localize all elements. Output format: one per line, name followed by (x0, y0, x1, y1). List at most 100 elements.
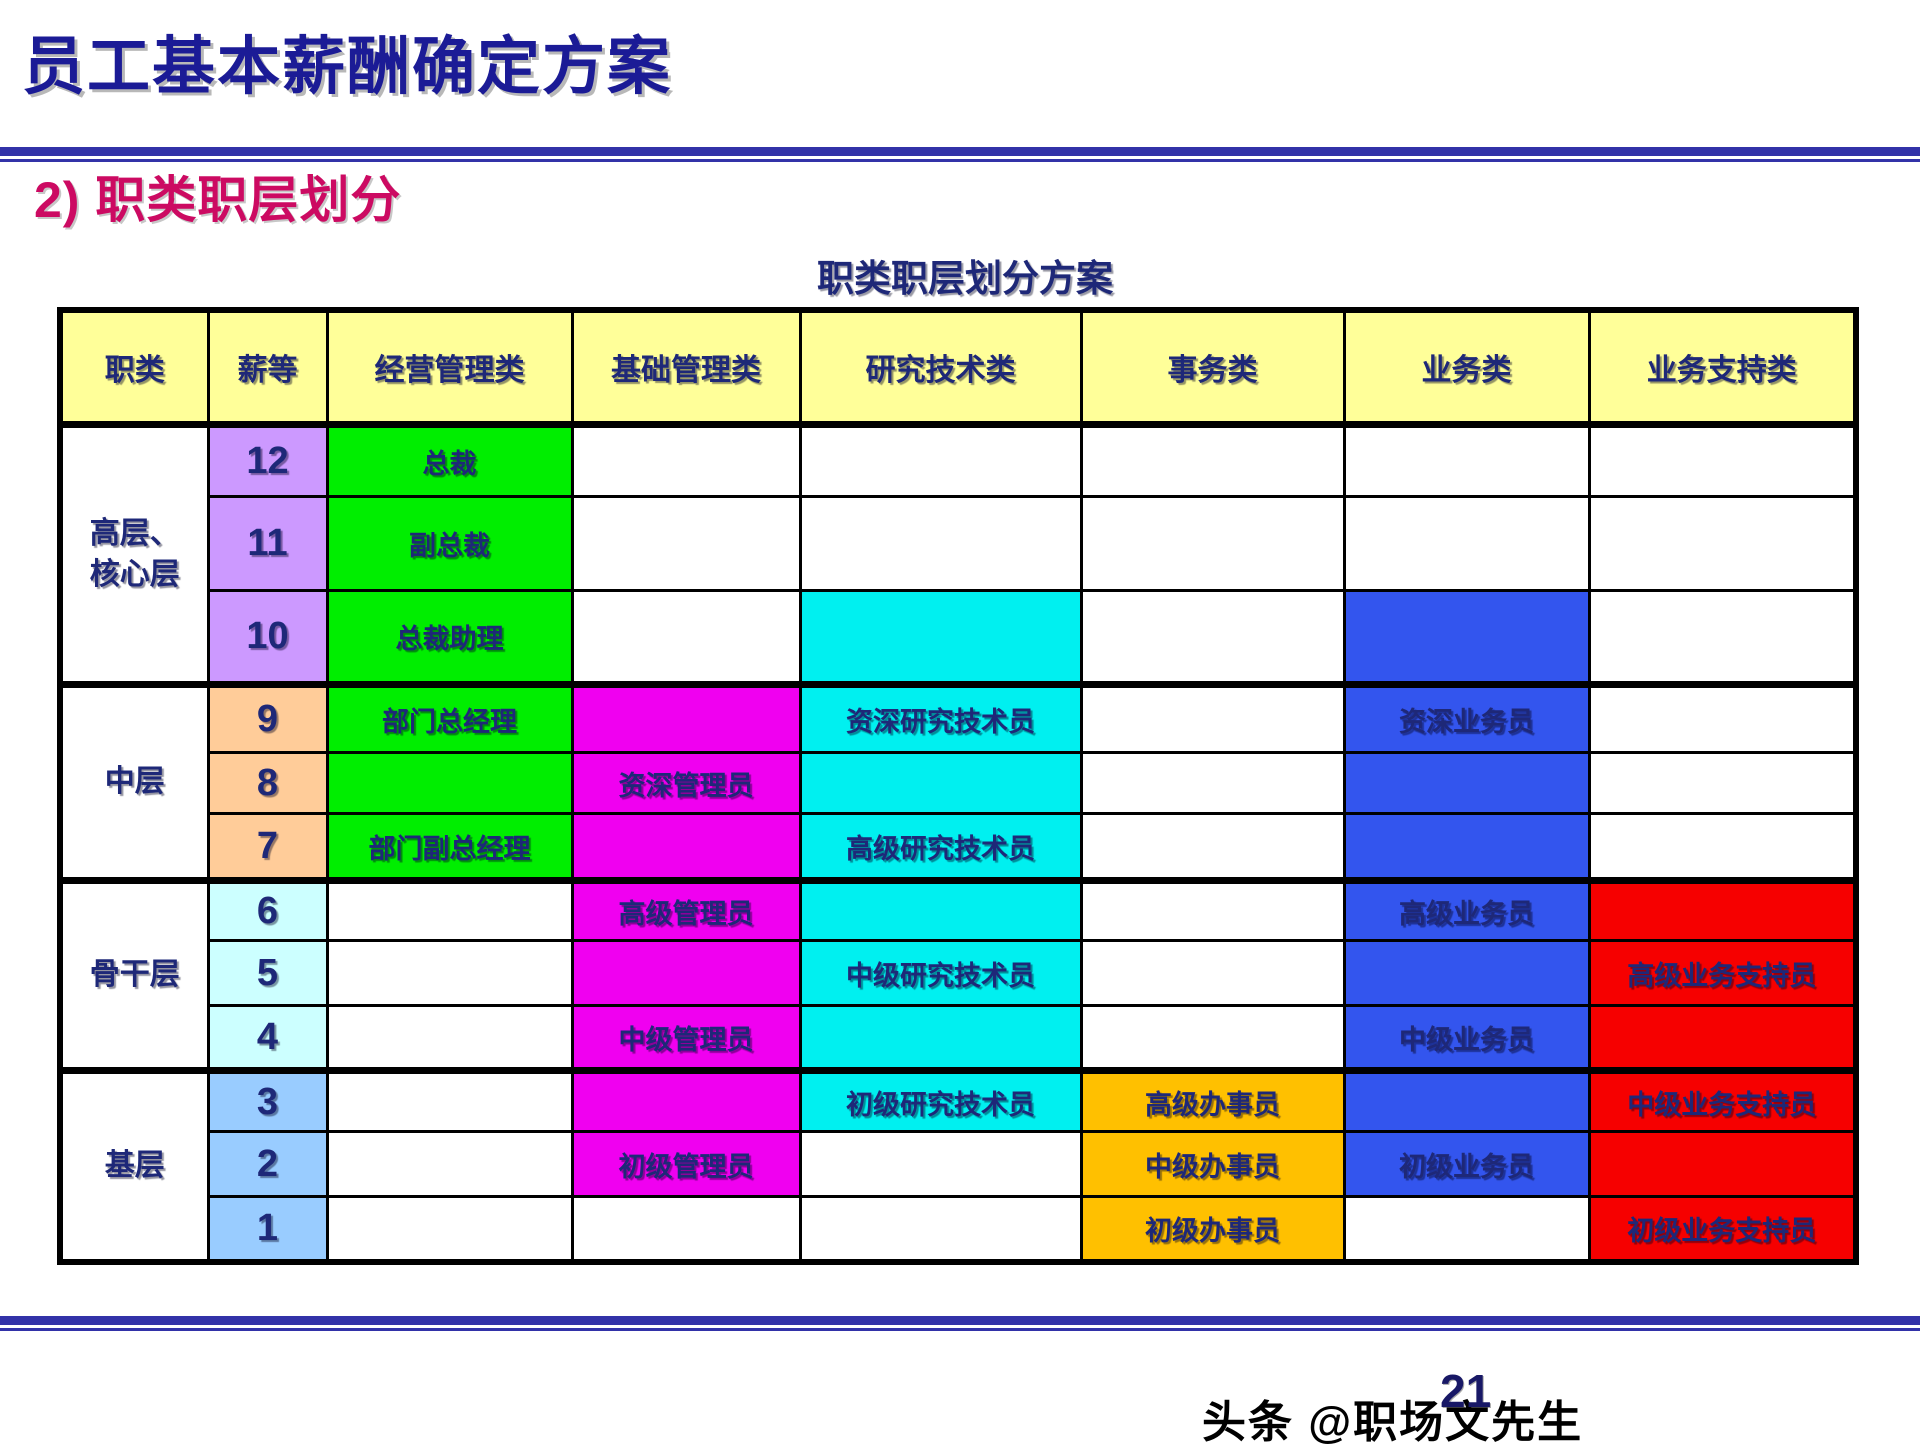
cell-7-mgmt: 部门副总经理 (325, 812, 574, 882)
table-row-grade-11: 11 副总裁 (60, 495, 1858, 592)
table-header-row: 职类 薪等 经营管理类 基础管理类 研究技术类 事务类 业务类 业务支持类 (58, 308, 1858, 428)
cell-3-affairs: 高级办事员 (1079, 1067, 1346, 1133)
column-header-mgmt: 经营管理类 (325, 308, 574, 428)
cell-12-research-tech (798, 423, 1083, 498)
cell-10-research-tech (798, 589, 1083, 686)
column-header-business: 业务类 (1342, 308, 1591, 428)
cell-12-basic-mgmt (570, 423, 802, 498)
cell-5-affairs (1079, 939, 1346, 1007)
cell-2-mgmt (325, 1130, 574, 1198)
cell-9-mgmt: 部门总经理 (325, 681, 574, 754)
separator-thin-line (0, 159, 1920, 162)
cell-2-research-tech (798, 1130, 1083, 1198)
column-header-business-support: 业务支持类 (1587, 308, 1858, 428)
grade-cell-7: 7 (206, 812, 329, 882)
cell-8-business-support (1587, 751, 1858, 815)
grade-cell-4: 4 (206, 1004, 329, 1072)
cell-11-business-support (1587, 495, 1858, 592)
table-title: 职类职层划分方案 (817, 258, 1113, 299)
grade-cell-9: 9 (206, 681, 329, 754)
cell-8-basic-mgmt: 资深管理员 (570, 751, 802, 815)
footer-gap (0, 1325, 1920, 1328)
cell-6-basic-mgmt: 高级管理员 (570, 877, 802, 942)
cell-2-business: 初级业务员 (1342, 1130, 1591, 1198)
cell-4-research-tech (798, 1004, 1083, 1072)
cell-8-research-tech (798, 751, 1083, 815)
cell-8-mgmt (325, 751, 574, 815)
cell-3-mgmt (325, 1067, 574, 1133)
cell-11-affairs (1079, 495, 1346, 592)
cell-10-business-support (1587, 589, 1858, 686)
cell-12-business (1342, 423, 1591, 498)
footer-thin-line (0, 1328, 1920, 1331)
group-label-backbone: 骨干层 (58, 877, 210, 1072)
grade-cell-11: 11 (206, 495, 329, 592)
column-header-affairs: 事务类 (1079, 308, 1346, 428)
cell-1-affairs: 初级办事员 (1079, 1195, 1346, 1263)
cell-1-basic-mgmt (570, 1195, 802, 1263)
cell-4-basic-mgmt: 中级管理员 (570, 1004, 802, 1072)
table-body: 高层、 核心层 12 总裁 11 副总裁 10 总裁助理 中层 9 部门总经理 资深研究技术员 资深业… (58, 423, 1858, 1263)
cell-1-business-support: 初级业务支持员 (1587, 1195, 1858, 1263)
cell-8-affairs (1079, 751, 1346, 815)
cell-12-affairs (1079, 423, 1346, 498)
footer-separator-line (0, 1316, 1920, 1331)
cell-4-business-support (1587, 1004, 1858, 1072)
table-header: 职类 薪等 经营管理类 基础管理类 研究技术类 事务类 业务类 业务支持类 (58, 308, 1858, 428)
cell-9-business: 资深业务员 (1342, 681, 1591, 754)
cell-2-basic-mgmt: 初级管理员 (570, 1130, 802, 1198)
cell-9-basic-mgmt (570, 681, 802, 754)
cell-5-business-support: 高级业务支持员 (1587, 939, 1858, 1007)
table-row-grade-3: 基层 3 初级研究技术员 高级办事员 中级业务支持员 (58, 1067, 1858, 1263)
cell-11-mgmt: 副总裁 (325, 495, 574, 592)
cell-7-business (1342, 812, 1591, 882)
cell-12-mgmt: 总裁 (325, 423, 574, 498)
table-row-grade-9: 中层 9 部门总经理 资深研究技术员 资深业务员 (58, 681, 1858, 882)
job-grade-table: 职类 薪等 经营管理类 基础管理类 研究技术类 事务类 业务类 业务支持类 高层、 核心层 12… (57, 307, 1859, 1265)
footer-thick-line (0, 1316, 1920, 1325)
cell-10-affairs (1079, 589, 1346, 686)
table-row-grade-2: 2 初级管理员 中级办事员 初级业务员 (60, 1130, 1858, 1198)
cell-6-affairs (1079, 877, 1346, 942)
cell-10-mgmt: 总裁助理 (325, 589, 574, 686)
column-header-job-category: 职类 (58, 308, 210, 428)
cell-4-mgmt (325, 1004, 574, 1072)
cell-2-affairs: 中级办事员 (1079, 1130, 1346, 1198)
cell-8-business (1342, 751, 1591, 815)
separator-thick-line (0, 147, 1920, 156)
cell-7-business-support (1587, 812, 1858, 882)
cell-3-basic-mgmt (570, 1067, 802, 1133)
cell-5-basic-mgmt (570, 939, 802, 1007)
separator-gap (0, 156, 1920, 159)
cell-11-basic-mgmt (570, 495, 802, 592)
cell-4-affairs (1079, 1004, 1346, 1072)
cell-7-research-tech: 高级研究技术员 (798, 812, 1083, 882)
cell-3-business-support: 中级业务支持员 (1587, 1067, 1858, 1133)
table-row-grade-10: 10 总裁助理 (60, 589, 1858, 686)
cell-9-affairs (1079, 681, 1346, 754)
cell-1-business (1342, 1195, 1591, 1263)
cell-1-mgmt (325, 1195, 574, 1263)
table-row-grade-5: 5 中级研究技术员 高级业务支持员 (60, 939, 1858, 1007)
group-label-middle: 中层 (58, 681, 210, 882)
cell-5-research-tech: 中级研究技术员 (798, 939, 1083, 1007)
cell-7-affairs (1079, 812, 1346, 882)
cell-2-business-support (1587, 1130, 1858, 1198)
grade-cell-12: 12 (206, 423, 329, 498)
cell-11-business (1342, 495, 1591, 592)
cell-10-basic-mgmt (570, 589, 802, 686)
section-title: 2) 职类职层划分 (34, 172, 402, 228)
column-header-research-tech: 研究技术类 (798, 308, 1083, 428)
cell-6-business: 高级业务员 (1342, 877, 1591, 942)
cell-10-business (1342, 589, 1591, 686)
grade-cell-5: 5 (206, 939, 329, 1007)
page-number: 21 (1440, 1365, 1492, 1417)
cell-11-research-tech (798, 495, 1083, 592)
cell-9-research-tech: 资深研究技术员 (798, 681, 1083, 754)
cell-5-business (1342, 939, 1591, 1007)
table-row-grade-6: 骨干层 6 高级管理员 高级业务员 (58, 877, 1858, 1072)
grade-cell-1: 1 (206, 1195, 329, 1263)
title-separator-line (0, 147, 1920, 162)
cell-6-business-support (1587, 877, 1858, 942)
grade-cell-10: 10 (206, 589, 329, 686)
